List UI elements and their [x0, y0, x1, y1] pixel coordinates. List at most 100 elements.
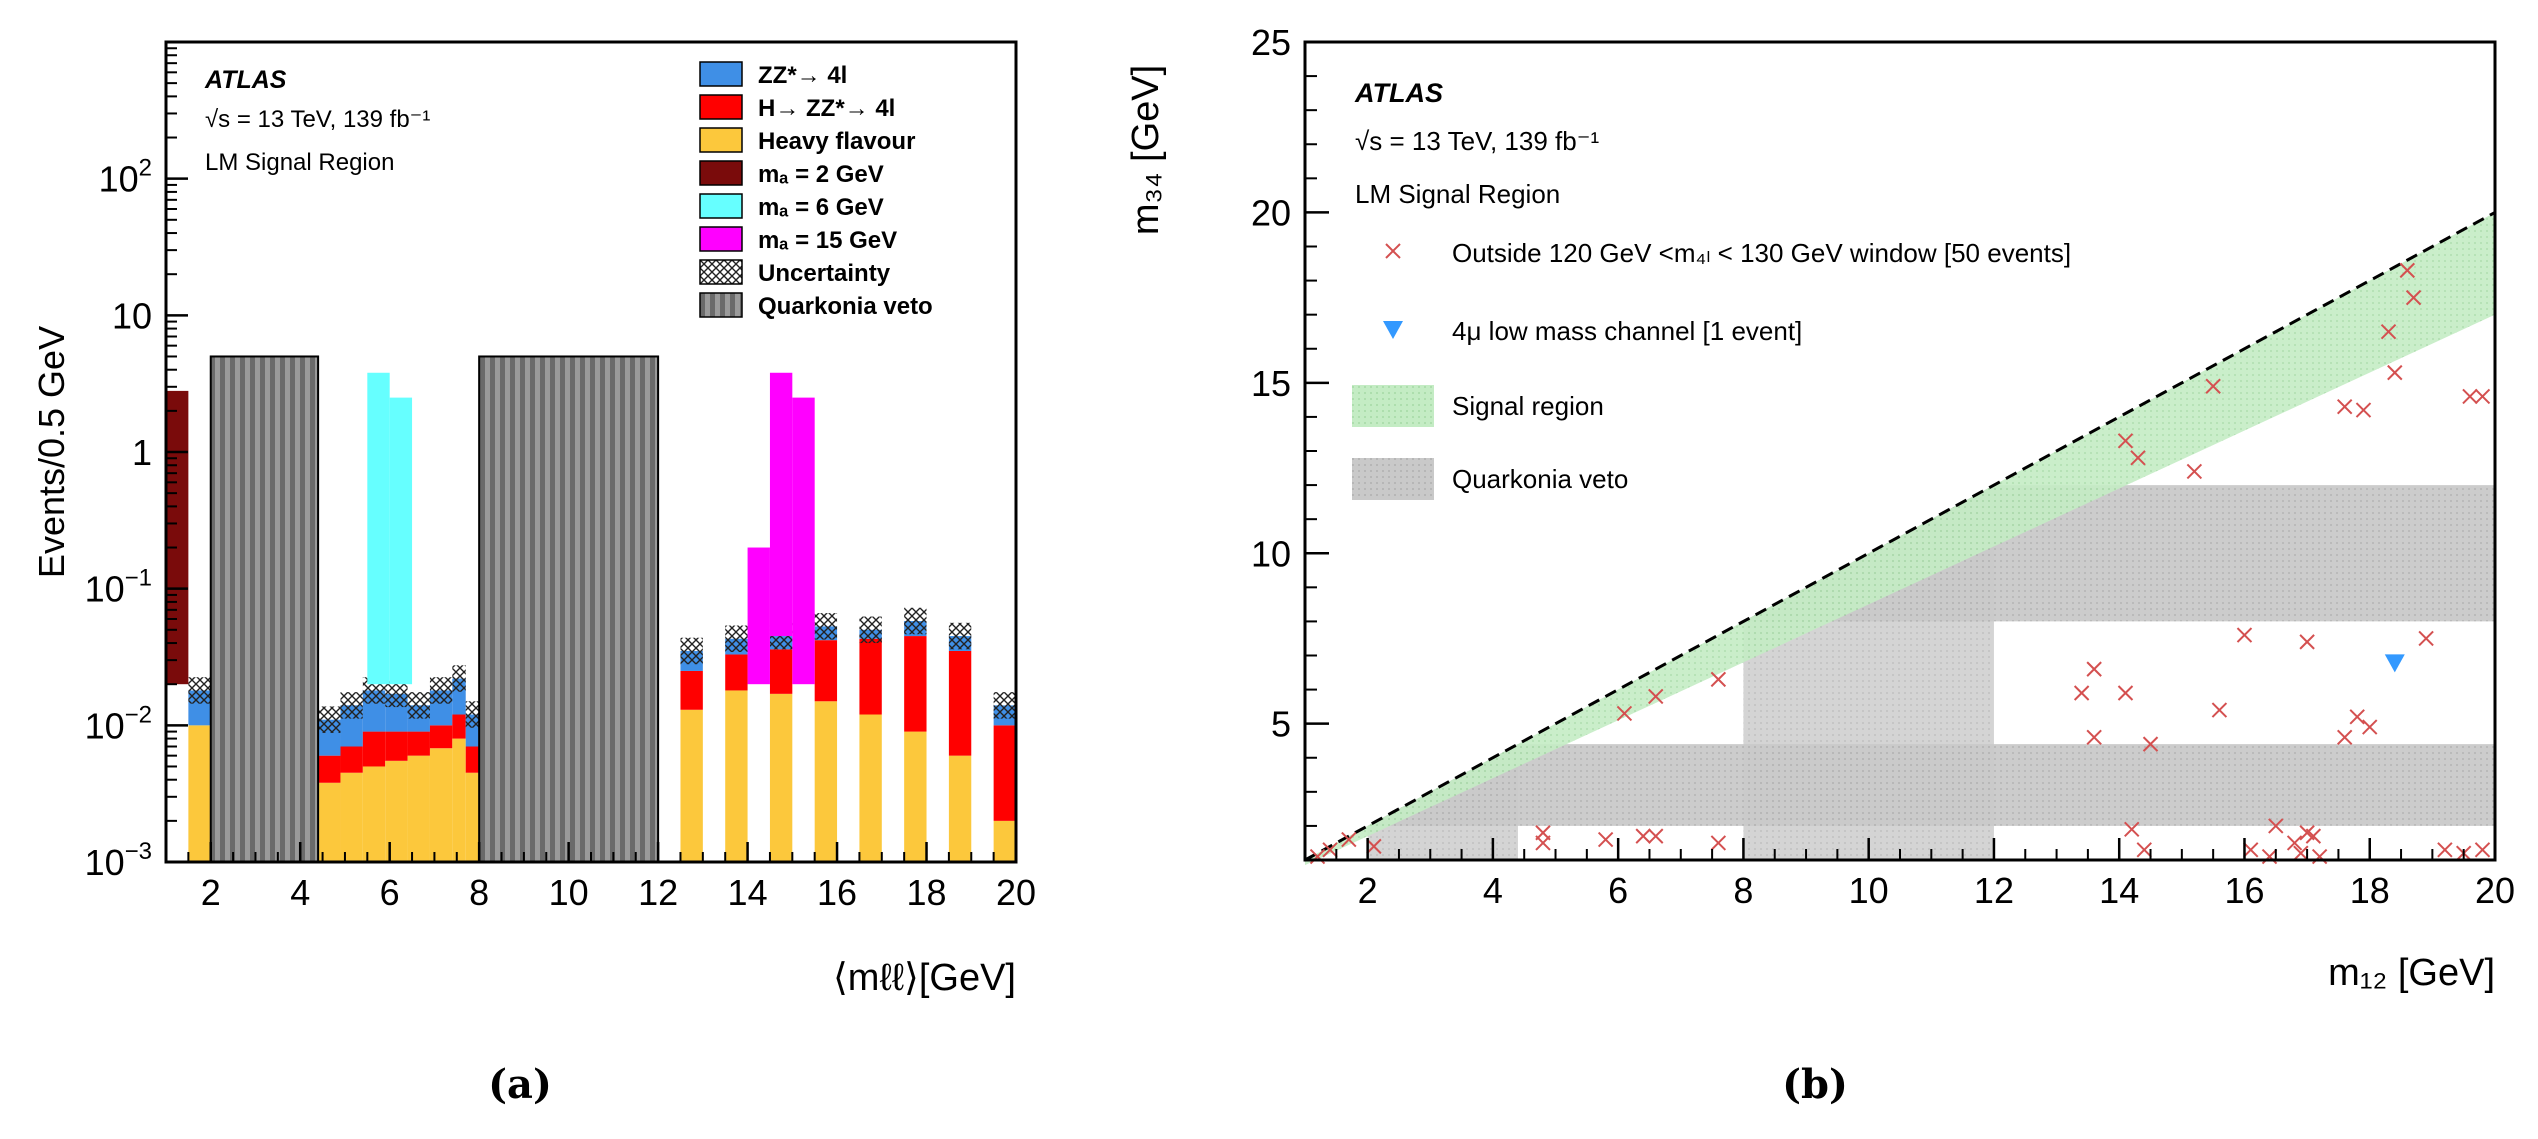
legend-label: Signal region [1452, 391, 1604, 421]
legend-swatch [1352, 458, 1434, 500]
y-tick-label: 1 [132, 432, 152, 473]
hzz-bar [385, 731, 408, 761]
legend-label: mₐ = 15 GeV [758, 227, 897, 254]
x-tick-label: 14 [2099, 870, 2139, 911]
signal-ma6-bar [389, 397, 413, 685]
x-tick-label: 10 [549, 872, 589, 913]
legend-swatch [699, 193, 743, 219]
event-marker [1648, 828, 1664, 844]
signal-ma2-bar [166, 390, 189, 685]
low-mass-event-marker [2384, 654, 2405, 673]
y-tick-label: 5 [1271, 704, 1291, 745]
x-tick-label: 6 [380, 872, 400, 913]
event-marker [2117, 685, 2134, 701]
legend-label: H→ ZZ*→ 4l [758, 95, 895, 122]
legend-swatch [699, 292, 743, 318]
panel-a-atlas-label: ATLAS [204, 66, 287, 94]
heavy-flavour-bar [814, 701, 838, 862]
legend-label: mₐ = 6 GeV [758, 194, 884, 221]
event-marker [2293, 845, 2309, 861]
legend-label: Quarkonia veto [758, 293, 933, 320]
event-marker [1597, 831, 1614, 848]
event-marker [2142, 736, 2159, 752]
event-marker [2336, 398, 2353, 415]
x-tick-label: 16 [817, 872, 857, 913]
event-marker [2268, 818, 2284, 834]
x-tick-label: 4 [1483, 870, 1503, 911]
hzz-bar [340, 746, 363, 773]
x-tick-label: 16 [2224, 870, 2264, 911]
signal-ma15-bar [792, 397, 815, 685]
signal-ma15-bar [747, 547, 770, 685]
x-tick-label: 20 [996, 872, 1036, 913]
x-tick-label: 8 [1733, 870, 1753, 911]
event-marker [1710, 835, 1727, 851]
uncertainty-band [318, 706, 341, 733]
event-marker [2349, 709, 2365, 725]
event-marker [2086, 661, 2102, 677]
hzz-bar [993, 725, 1016, 821]
event-marker [2130, 450, 2146, 466]
heavy-flavour-bar [904, 731, 927, 862]
hzz-bar [769, 649, 793, 694]
y-tick-label: 10−2 [85, 701, 152, 746]
uncertainty-band [948, 622, 972, 650]
event-marker [2117, 433, 2134, 449]
heavy-flavour-bar [465, 772, 480, 862]
hzz-bar [362, 731, 386, 767]
quarkonia-veto-region [209, 355, 320, 863]
legend-label: Outside 120 GeV <m₄ₗ < 130 GeV window [5… [1452, 238, 2071, 268]
hzz-bar [680, 670, 703, 710]
legend-swatch [1352, 385, 1434, 427]
event-marker [2243, 842, 2259, 858]
heavy-flavour-bar [948, 755, 972, 862]
panel-a-region-label: LM Signal Region [205, 149, 394, 176]
event-marker [2380, 324, 2397, 340]
hzz-bar [725, 654, 748, 691]
panel-b-plot-area [1304, 211, 2496, 866]
panel-a-x-axis-label: ⟨mℓℓ⟩[GeV] [833, 957, 1016, 999]
uncertainty-band [993, 692, 1016, 719]
event-marker [1341, 831, 1357, 848]
event-marker [2474, 388, 2491, 405]
event-marker [2437, 842, 2453, 858]
heavy-flavour-bar [859, 714, 882, 862]
event-marker [2336, 729, 2353, 746]
quarkonia-veto-region [478, 355, 660, 863]
heavy-flavour-bar [188, 725, 211, 862]
heavy-flavour-bar [725, 690, 748, 862]
event-marker [1635, 828, 1651, 844]
event-marker [1322, 842, 1338, 858]
uncertainty-band [385, 680, 408, 708]
panel-a-plot-area [166, 355, 1016, 863]
panel-b-caption: (b) [1782, 1061, 1848, 1108]
hzz-bar [465, 746, 480, 773]
hzz-bar [859, 638, 882, 715]
y-tick-label: 10 [1251, 533, 1291, 574]
event-marker [1710, 671, 1727, 688]
hzz-bar [904, 636, 927, 732]
event-marker [2286, 835, 2303, 851]
event-marker [2073, 685, 2090, 701]
legend-label: mₐ = 2 GeV [758, 161, 884, 188]
event-marker [2418, 630, 2434, 647]
event-marker [2186, 463, 2203, 480]
heavy-flavour-bar [362, 766, 386, 862]
uncertainty-band [814, 613, 838, 640]
legend-swatch [699, 127, 743, 153]
panel-a-ticks: 2 4 6 8 10 12 14 16 18 20 10−3 10−2 10−1 1 10 102 [85, 47, 1036, 913]
panel-b: 2 4 6 8 10 12 14 16 18 20 5 10 15 20 25 ATLAS √s = 13 … [1125, 22, 2515, 1108]
y-tick-label: 15 [1251, 363, 1291, 404]
heavy-flavour-bar [318, 782, 341, 862]
panel-b-ticks: 2 4 6 8 10 12 14 16 18 20 5 10 15 20 25 [1251, 22, 2515, 911]
panel-b-atlas-label: ATLAS [1354, 78, 1443, 108]
y-tick-label: 10−3 [85, 838, 152, 883]
event-marker [1616, 705, 1633, 722]
event-marker [2305, 828, 2322, 844]
event-marker [1366, 838, 1382, 855]
x-tick-label: 12 [1974, 870, 2014, 911]
panel-a-legend: ZZ*→ 4l H→ ZZ*→ 4l Heavy flavour mₐ = 2 GeV… [699, 61, 933, 320]
legend-swatch [699, 160, 743, 186]
hzz-bar [452, 714, 466, 739]
legend-swatch [699, 94, 743, 120]
